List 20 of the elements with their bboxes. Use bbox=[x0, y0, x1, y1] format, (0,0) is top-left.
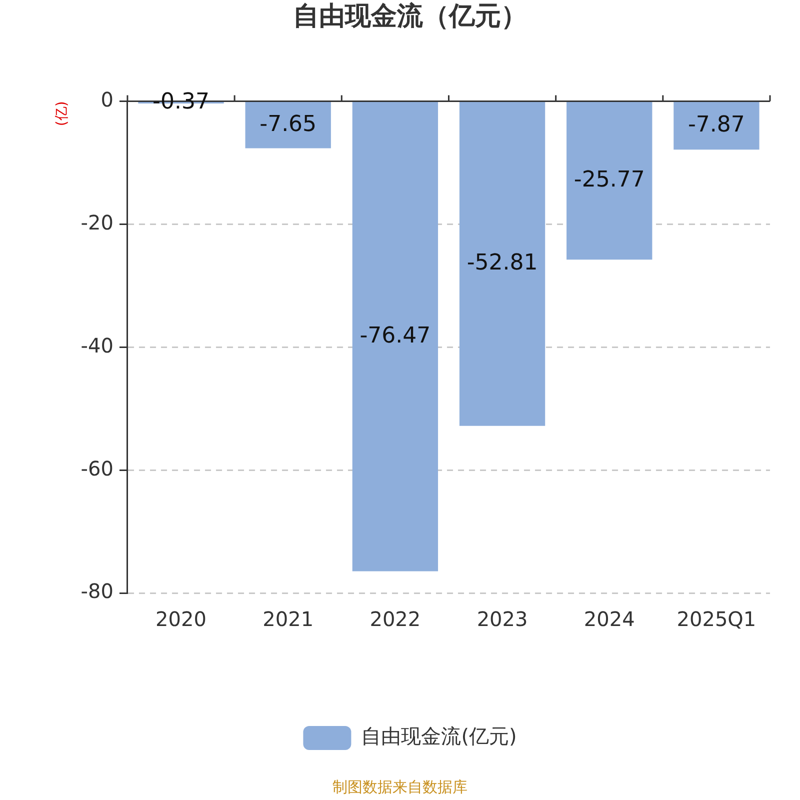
y-tick-label: -80 bbox=[80, 579, 114, 604]
x-tick-label: 2025Q1 bbox=[676, 607, 756, 632]
legend-label: 自由现金流(亿元) bbox=[361, 724, 517, 748]
x-tick-label: 2020 bbox=[156, 607, 206, 632]
x-tick-label: 2023 bbox=[476, 607, 528, 632]
chart-title: 自由现金流（亿元） bbox=[293, 1, 527, 32]
y-axis-title: (亿) bbox=[54, 101, 70, 126]
y-tick-label: -20 bbox=[80, 210, 114, 234]
x-tick-label: 2021 bbox=[262, 607, 314, 632]
y-tick-label: -40 bbox=[80, 333, 114, 358]
x-tick-label: 2022 bbox=[370, 607, 421, 632]
text: 制图数据来自数据库 bbox=[332, 778, 468, 797]
data-label: -76.47 bbox=[360, 323, 431, 348]
data-label: -25.77 bbox=[574, 168, 645, 193]
data-label: -7.87 bbox=[688, 112, 745, 138]
x-tick-label: 2024 bbox=[584, 607, 635, 632]
data-label: -52.81 bbox=[466, 250, 538, 276]
data-label: -7.65 bbox=[260, 112, 317, 137]
y-tick-label: 0 bbox=[100, 87, 114, 112]
y-tick-label: -60 bbox=[80, 456, 114, 480]
